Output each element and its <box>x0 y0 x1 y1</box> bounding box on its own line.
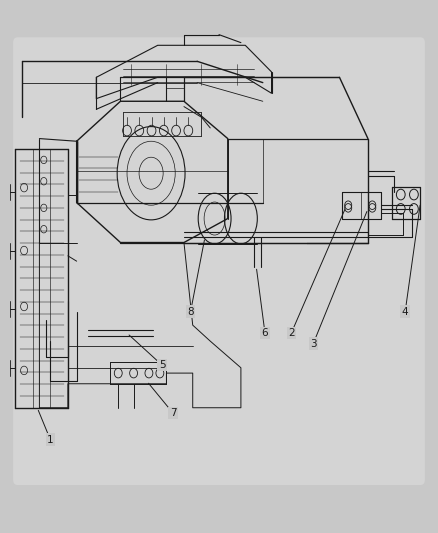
Text: 2: 2 <box>288 328 295 338</box>
FancyBboxPatch shape <box>13 37 425 485</box>
Text: 3: 3 <box>310 339 317 349</box>
Text: 4: 4 <box>402 307 409 317</box>
Text: 5: 5 <box>159 360 166 370</box>
Text: 8: 8 <box>187 307 194 317</box>
Text: 1: 1 <box>47 435 54 445</box>
Text: 6: 6 <box>261 328 268 338</box>
Text: 7: 7 <box>170 408 177 418</box>
